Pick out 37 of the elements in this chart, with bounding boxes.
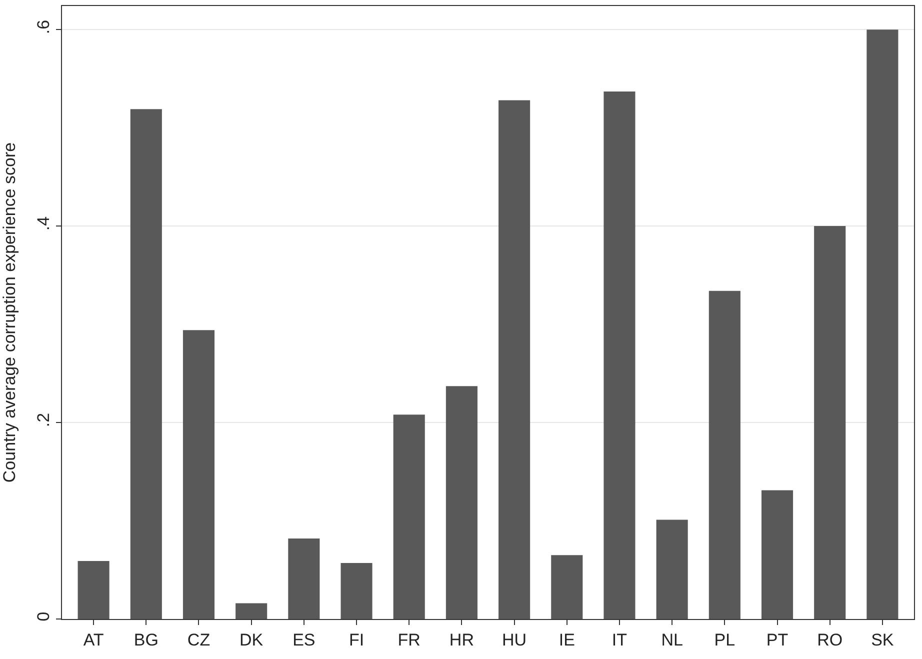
x-tick-label: FR	[398, 630, 420, 650]
bar	[866, 30, 898, 619]
x-tick-label: AT	[83, 630, 104, 650]
x-tick-label: HU	[502, 630, 527, 650]
y-axis-title: Country average corruption experience score	[0, 142, 19, 483]
bar	[498, 100, 530, 619]
bar	[814, 226, 846, 619]
bar	[604, 91, 636, 619]
x-tick-label: PT	[766, 630, 788, 650]
y-tick-label: .2	[34, 412, 54, 428]
bar	[130, 109, 162, 619]
bar	[446, 386, 478, 619]
x-tick-label: ES	[292, 630, 316, 650]
x-tick-label: HR	[449, 630, 474, 650]
bar	[78, 561, 110, 619]
y-tick-label: .4	[34, 216, 54, 231]
bar	[708, 290, 740, 619]
x-tick-label: PL	[714, 630, 736, 650]
x-tick-label: BG	[134, 630, 158, 650]
x-tick-label: IE	[558, 630, 575, 650]
x-tick-label: CZ	[187, 630, 210, 650]
bar	[393, 414, 425, 619]
bar	[236, 603, 268, 619]
bar	[761, 490, 794, 619]
bar	[182, 330, 215, 619]
x-tick-label: IT	[612, 630, 628, 650]
x-tick-label: DK	[240, 630, 264, 650]
x-tick-label: FI	[348, 630, 364, 650]
bar	[340, 563, 372, 619]
bar	[551, 555, 583, 619]
y-tick-label: .6	[34, 20, 54, 34]
x-tick-label: SK	[871, 630, 894, 650]
y-tick-label: 0	[34, 612, 54, 622]
x-tick-label: RO	[817, 630, 843, 650]
bar	[656, 520, 688, 619]
bar	[288, 538, 320, 619]
x-tick-label: NL	[661, 630, 683, 650]
